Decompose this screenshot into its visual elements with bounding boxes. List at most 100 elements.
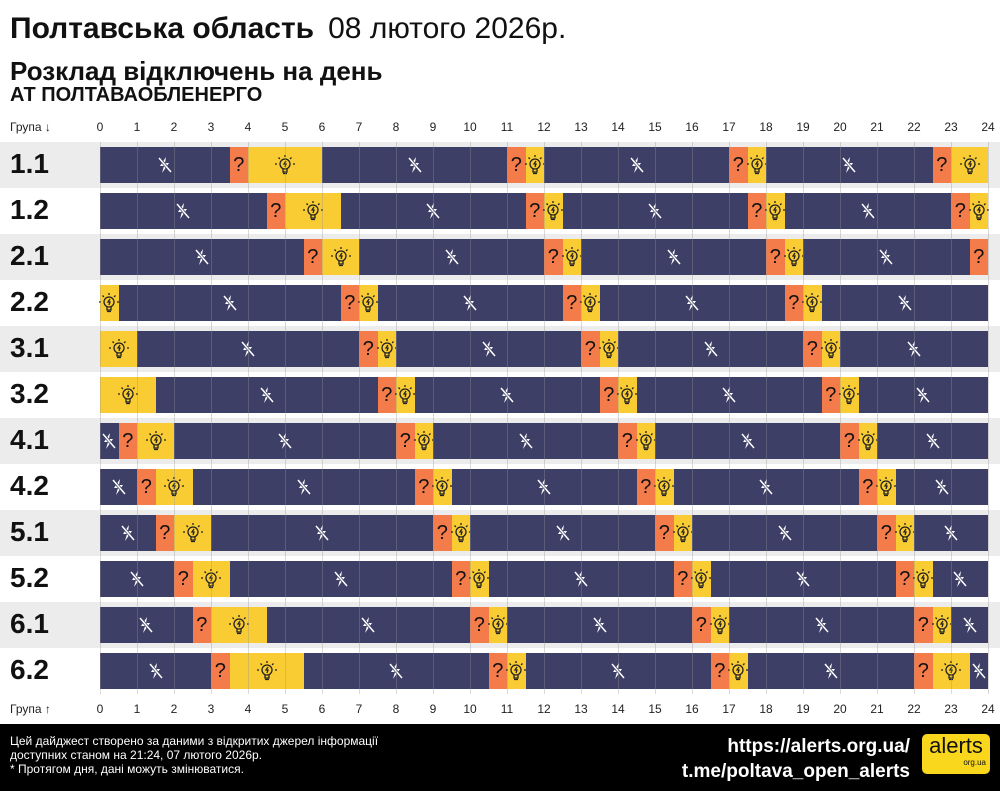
group-row: 2.1???? — [0, 234, 1000, 280]
segment-off — [211, 515, 433, 551]
lightbulb-icon — [450, 522, 472, 544]
question-icon: ? — [492, 660, 504, 682]
segment-off — [747, 653, 914, 689]
question-icon: ? — [529, 200, 541, 222]
group-row: 4.2???? — [0, 464, 1000, 510]
tick-label: 3 — [207, 702, 215, 716]
segment-off — [192, 469, 415, 505]
segment-maybe: ? — [562, 285, 581, 321]
segment-on — [691, 561, 712, 597]
segment-maybe: ? — [414, 469, 433, 505]
segment-off — [303, 653, 489, 689]
power-off-icon — [194, 248, 210, 266]
question-icon: ? — [418, 476, 430, 498]
gridline — [174, 142, 175, 694]
lightbulb-icon — [894, 522, 916, 544]
tick-label: 11 — [500, 702, 514, 716]
tick-label: 4 — [244, 120, 252, 134]
segment-maybe: ? — [488, 653, 507, 689]
question-icon: ? — [714, 660, 726, 682]
segment-on — [211, 607, 267, 643]
power-off-icon — [952, 570, 968, 588]
tick-label: 12 — [537, 702, 551, 716]
segment-off — [100, 193, 267, 229]
schedule-chart: 6.2???? 6.1???? 5.2???? 5.1???? 4.2???? 4.1??… — [0, 142, 1000, 694]
segment-off — [488, 561, 674, 597]
tick-label: 18 — [759, 120, 773, 134]
question-icon: ? — [547, 246, 559, 268]
question-icon: ? — [825, 384, 837, 406]
segment-on — [654, 469, 675, 505]
footer: Цей дайджест створено за даними з відкри… — [0, 724, 1000, 791]
gridline — [396, 142, 397, 694]
question-icon: ? — [954, 200, 966, 222]
group-row: 5.1???? — [0, 510, 1000, 556]
segment-on — [524, 147, 545, 183]
date: 08 лютого 2026р. — [328, 12, 567, 45]
segment-on — [839, 377, 860, 413]
power-off-icon — [777, 524, 793, 542]
tick-label: 22 — [907, 120, 921, 134]
lightbulb-icon — [256, 660, 278, 682]
tick-label: 14 — [611, 702, 625, 716]
segment-off — [784, 193, 951, 229]
segment-off — [729, 607, 914, 643]
segment-off — [377, 285, 563, 321]
question-icon: ? — [399, 430, 411, 452]
gridline — [359, 142, 360, 694]
segment-off — [507, 607, 692, 643]
segment-off — [118, 285, 341, 321]
question-icon: ? — [381, 384, 393, 406]
question-icon: ? — [584, 338, 596, 360]
site-link[interactable]: https://alerts.org.ua/ — [727, 736, 910, 757]
telegram-link[interactable]: t.me/poltava_open_alerts — [681, 761, 910, 782]
segment-maybe: ? — [951, 193, 970, 229]
segment-maybe: ? — [932, 147, 951, 183]
question-icon: ? — [510, 154, 522, 176]
segment-off — [932, 561, 988, 597]
segment-on — [709, 607, 730, 643]
lightbulb-icon — [228, 614, 250, 636]
lightbulb-icon — [727, 660, 749, 682]
power-off-icon — [721, 386, 737, 404]
segment-maybe: ? — [618, 423, 637, 459]
group-label-top: Група ↓ — [10, 120, 51, 134]
segment-maybe: ? — [544, 239, 563, 275]
segment-maybe: ? — [266, 193, 285, 229]
lightbulb-icon — [200, 568, 222, 590]
tick-label: 9 — [429, 702, 437, 716]
question-icon: ? — [436, 522, 448, 544]
power-off-icon — [157, 156, 173, 174]
gridline — [803, 142, 804, 694]
lightbulb-icon — [764, 200, 786, 222]
question-icon: ? — [603, 384, 615, 406]
group-name: 2.2 — [10, 286, 49, 317]
question-icon: ? — [307, 246, 319, 268]
tick-label: 1 — [133, 702, 141, 716]
segment-maybe: ? — [877, 515, 896, 551]
segment-on — [155, 469, 193, 505]
power-off-icon — [878, 248, 894, 266]
segment-off — [914, 515, 988, 551]
power-off-icon — [666, 248, 682, 266]
segment-maybe: ? — [747, 193, 766, 229]
segment-on — [746, 147, 767, 183]
segment-maybe: ? — [211, 653, 230, 689]
segment-on — [174, 515, 211, 551]
lightbulb-icon — [959, 154, 981, 176]
question-icon: ? — [621, 430, 633, 452]
segment-off — [544, 147, 729, 183]
segment-off — [359, 239, 544, 275]
segment-on — [192, 561, 230, 597]
gridline — [581, 142, 582, 694]
segment-off — [877, 423, 988, 459]
question-icon: ? — [862, 476, 874, 498]
power-off-icon — [425, 202, 441, 220]
group-row: 4.1???? — [0, 418, 1000, 464]
power-off-icon — [629, 156, 645, 174]
segment-off — [100, 423, 119, 459]
segment-off — [100, 239, 304, 275]
segment-on — [487, 607, 508, 643]
lightbulb-icon — [561, 246, 583, 268]
lightbulb-icon — [431, 476, 453, 498]
